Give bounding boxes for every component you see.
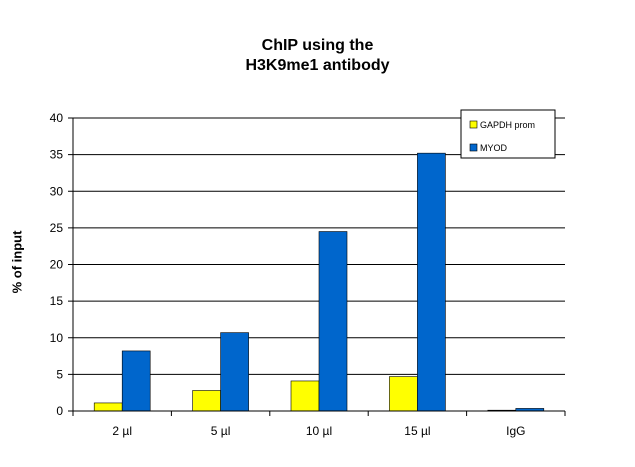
chart-title-line1: ChIP using the	[261, 37, 374, 54]
y-tick-label: 20	[50, 258, 64, 272]
axes	[68, 117, 566, 416]
bar-myod	[121, 350, 151, 412]
bar-gapdh-prom	[93, 402, 123, 412]
bar-myod	[417, 152, 446, 412]
y-tick-label: 5	[56, 367, 63, 381]
chart-title-line2: H3K9me1 antibody	[245, 57, 390, 74]
y-tick-label: 30	[50, 184, 64, 198]
legend: GAPDH prom MYOD	[460, 109, 556, 159]
y-tick-labels: 0 5 10 15 20 25 30 35 40	[50, 111, 64, 418]
x-category-label: 10 µl	[306, 424, 332, 438]
y-tick-label: 35	[50, 148, 64, 162]
y-tick-label: 40	[50, 111, 64, 125]
legend-swatch	[469, 120, 478, 129]
legend-entry: GAPDH prom	[480, 120, 535, 130]
bar-gapdh-prom	[389, 376, 418, 412]
legend-swatch	[469, 143, 478, 152]
y-tick-label: 10	[50, 331, 64, 345]
x-category-label: IgG	[506, 424, 525, 438]
x-category-label: 2 µl	[112, 424, 132, 438]
bar-gapdh-prom	[290, 380, 320, 412]
chart-title: ChIP using the H3K9me1 antibody	[0, 36, 635, 76]
legend-entry: MYOD	[480, 143, 508, 153]
x-category-label: 5 µl	[211, 424, 231, 438]
bar-myod	[220, 332, 249, 412]
y-tick-label: 0	[56, 404, 63, 418]
y-tick-label: 25	[50, 221, 64, 235]
x-category-label: 15 µl	[404, 424, 430, 438]
bar-gapdh-prom	[192, 390, 221, 412]
x-category-labels: 2 µl 5 µl 10 µl 15 µl IgG	[112, 424, 525, 438]
y-tick-label: 15	[50, 294, 64, 308]
bars	[93, 152, 545, 412]
bar-myod	[318, 231, 348, 412]
